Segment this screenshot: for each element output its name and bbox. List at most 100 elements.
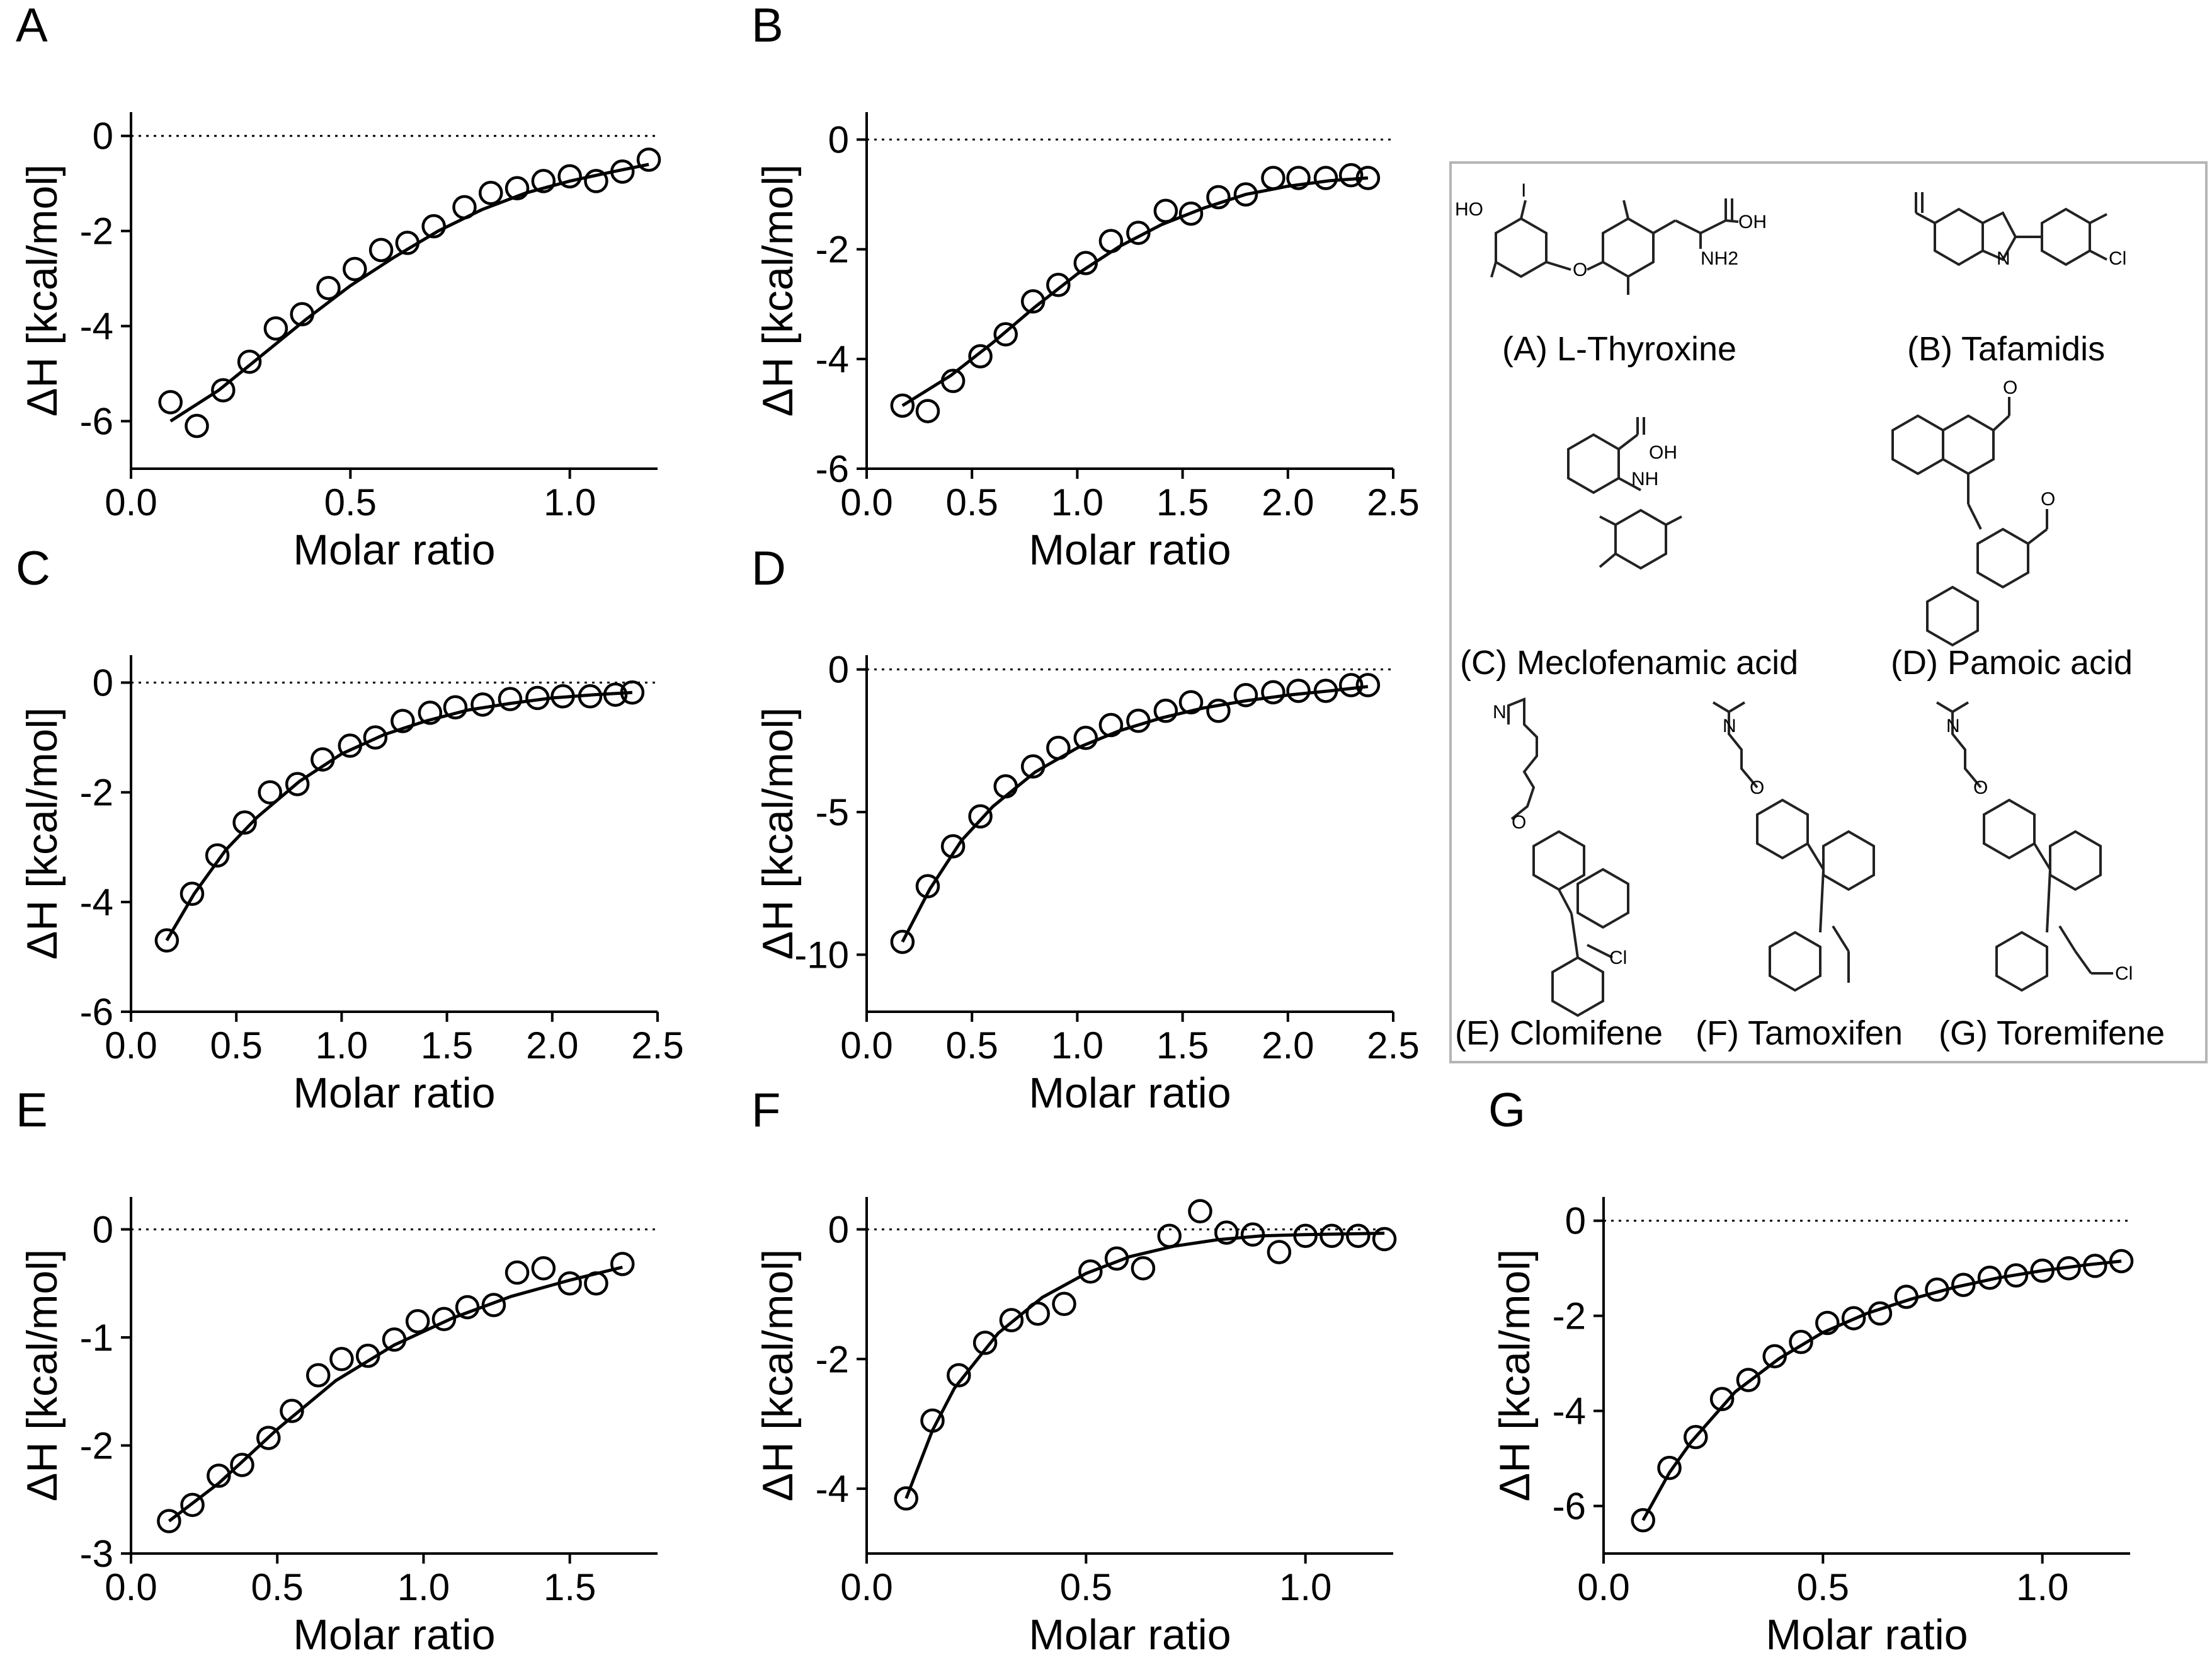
data-point — [1313, 678, 1338, 703]
data-point — [1951, 1273, 1976, 1297]
data-point — [636, 147, 661, 172]
data-point — [584, 1271, 608, 1296]
y-tick-label: -3 — [80, 1533, 113, 1575]
fit-curve — [901, 685, 1369, 943]
data-point — [1977, 1266, 2002, 1290]
x-tick-label: 1.0 — [2016, 1566, 2068, 1608]
y-tick-label: -1 — [80, 1317, 113, 1359]
data-point — [557, 1271, 582, 1296]
y-tick-label: -6 — [80, 401, 113, 443]
data-point — [2004, 1263, 2029, 1288]
compound-label-G: (G) Toremifene — [1939, 1014, 2165, 1052]
data-point — [316, 275, 341, 300]
data-point — [338, 733, 363, 758]
data-point — [1867, 1301, 1893, 1326]
panel-letter: D — [751, 542, 786, 595]
x-axis-label: Molar ratio — [1029, 1611, 1231, 1659]
data-point — [329, 1347, 354, 1371]
data-point — [418, 701, 443, 725]
data-point — [343, 256, 367, 282]
data-point — [1206, 699, 1231, 723]
data-point — [1233, 683, 1258, 707]
data-point — [355, 1343, 380, 1368]
data-point — [1188, 1199, 1212, 1223]
data-point — [915, 874, 940, 899]
data-point — [157, 1509, 181, 1533]
x-tick-label: 1.0 — [316, 1024, 368, 1067]
x-tick-label: 0.5 — [210, 1024, 262, 1067]
x-tick-label: 0.5 — [945, 1024, 998, 1067]
data-point — [1153, 699, 1178, 723]
data-point — [1346, 1223, 1371, 1248]
data-point — [443, 695, 468, 719]
x-axis-label: Molar ratio — [293, 1611, 495, 1659]
y-tick-label: 0 — [93, 1208, 113, 1251]
atom-label: OH — [1738, 212, 1767, 232]
data-point — [1286, 678, 1311, 703]
data-point — [421, 214, 446, 239]
x-tick-label: 2.0 — [526, 1024, 578, 1067]
compound-label-E: (E) Clomifene — [1455, 1014, 1663, 1052]
data-point — [890, 393, 915, 418]
atom-label: O — [1573, 260, 1587, 280]
data-point — [1214, 1220, 1239, 1245]
y-tick-label: -2 — [816, 1338, 849, 1380]
data-point — [1320, 1223, 1344, 1248]
y-tick-label: -4 — [816, 338, 849, 381]
data-point — [1046, 273, 1071, 297]
data-point — [972, 1331, 998, 1355]
data-point — [968, 804, 993, 829]
panel-letter: G — [1488, 1084, 1525, 1137]
y-axis-label: ΔH [kcal/mol] — [18, 707, 66, 960]
compound-label-D: (D) Pamoic acid — [1891, 644, 2133, 682]
data-point — [1267, 1240, 1292, 1264]
data-point — [1355, 673, 1381, 697]
data-point — [1240, 1222, 1265, 1247]
data-point — [363, 725, 388, 750]
data-point — [498, 687, 523, 711]
compound-label-F: (F) Tamoxifen — [1696, 1014, 1903, 1052]
x-tick-label: 1.5 — [421, 1024, 473, 1067]
x-tick-label: 0.0 — [105, 1024, 157, 1067]
data-point — [1157, 1223, 1182, 1248]
y-tick-label: -4 — [80, 881, 113, 924]
data-point — [894, 1486, 918, 1511]
x-tick-label: 0.0 — [840, 1566, 892, 1608]
atom-label: HO — [1455, 199, 1483, 220]
data-point — [1046, 735, 1071, 760]
x-axis-label: Molar ratio — [293, 526, 495, 574]
data-point — [237, 349, 262, 374]
data-point — [940, 369, 966, 393]
panel-letter: F — [751, 1084, 780, 1137]
data-point — [285, 772, 310, 796]
data-point — [890, 929, 915, 954]
x-axis-label: Molar ratio — [1029, 526, 1231, 574]
structure-drawings — [1490, 192, 2113, 1017]
data-point — [1098, 229, 1124, 253]
data-point — [1372, 1227, 1397, 1252]
panel-F: F 0.0 0.5 1.0 0 -2 -4 Molar ratio ΔH [kcal/mol] — [751, 1084, 1397, 1659]
panel-A: A 0.0 0.5 1.0 0 -2 -4 -6 Molar ratio ΔH [kcal/mol… — [16, 0, 661, 574]
y-tick-label: -5 — [816, 791, 849, 833]
x-tick-label: 2.0 — [1262, 1024, 1314, 1067]
data-point — [1736, 1368, 1761, 1392]
data-point — [620, 680, 645, 705]
data-point — [280, 1399, 304, 1423]
x-tick-label: 1.5 — [1156, 1024, 1209, 1067]
y-axis-label: ΔH [kcal/mol] — [754, 707, 802, 960]
atom-label: O — [1512, 812, 1526, 833]
data-point — [2056, 1256, 2081, 1281]
x-tick-label: 2.5 — [631, 1024, 683, 1067]
structures-panel: HO I O OH NH2 N Cl NH OH O O N N O O Cl … — [1449, 161, 2208, 1063]
data-point — [479, 181, 503, 205]
fit-curve — [168, 1266, 623, 1523]
data-point — [940, 834, 966, 859]
y-tick-label: -4 — [1553, 1390, 1586, 1433]
data-point — [947, 1363, 971, 1388]
data-point — [470, 692, 495, 717]
x-tick-label: 0.5 — [1060, 1566, 1112, 1608]
data-point — [305, 1363, 331, 1388]
x-axis-label: Molar ratio — [293, 1069, 495, 1117]
data-point — [368, 238, 394, 263]
data-point — [1286, 166, 1311, 190]
